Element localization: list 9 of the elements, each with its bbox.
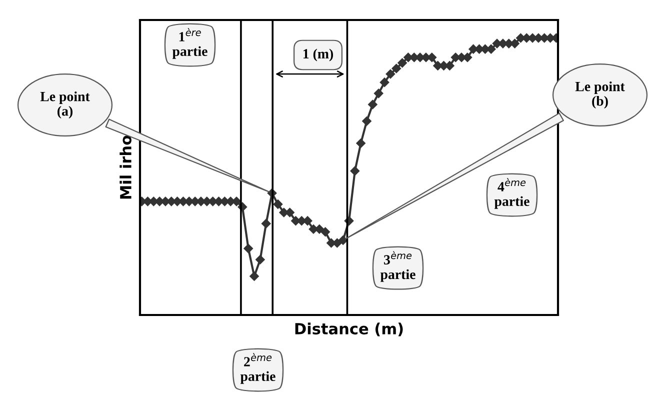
annotation: 1 (m) [303,48,334,62]
text: Le point (a) [40,91,90,119]
annotation: 3$^{ème}$ partie [380,251,416,282]
text: Le point (b) [575,81,625,109]
annotation: 4$^{ème}$ partie [494,178,530,209]
annotation: 1$^{ère}$ partie [172,28,208,59]
x-axis-title: Distance (m) [295,322,403,336]
text: 2$^{ème}$ partie [240,353,276,384]
y-axis-title: Mil irho [120,136,132,199]
